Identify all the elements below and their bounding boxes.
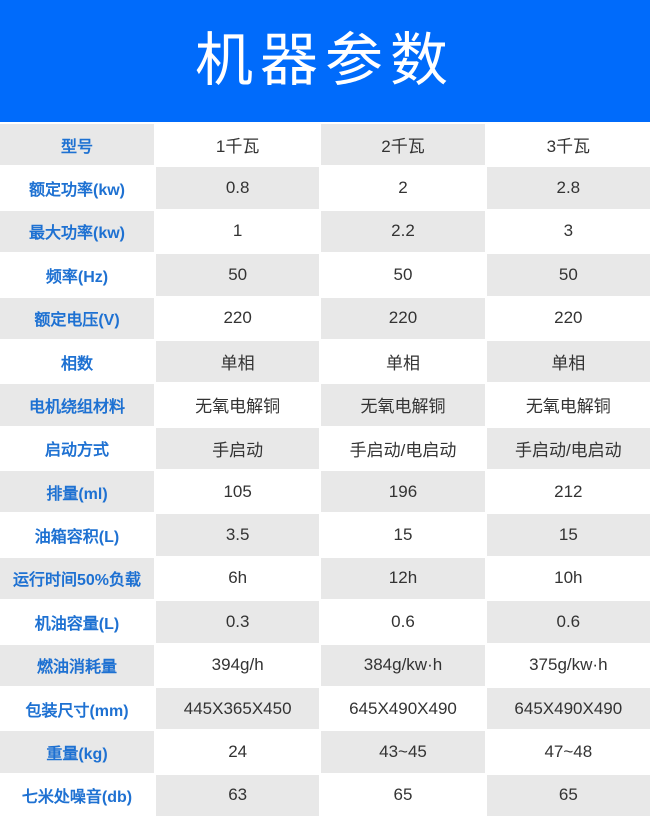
row-label-noise: 七米处噪音(db) xyxy=(0,774,154,816)
cell-value: 220 xyxy=(486,297,650,339)
cell-value: 12h xyxy=(321,557,485,600)
cell-value: 2.8 xyxy=(486,167,650,209)
cell-value: 单相 xyxy=(486,340,650,383)
cell-value: 3千瓦 xyxy=(486,124,650,166)
cell-value: 2千瓦 xyxy=(321,124,485,166)
cell-value: 394g/h xyxy=(156,644,320,686)
row-label-max-power: 最大功率(kw) xyxy=(0,210,154,253)
cell-value: 384g/kw·h xyxy=(321,644,485,686)
cell-value: 15 xyxy=(321,514,485,556)
cell-value: 1千瓦 xyxy=(156,124,320,166)
cell-value: 无氧电解铜 xyxy=(156,384,320,426)
cell-value: 196 xyxy=(321,471,485,513)
row-label-phase: 相数 xyxy=(0,340,154,383)
row-label-frequency: 频率(Hz) xyxy=(0,254,154,296)
cell-value: 无氧电解铜 xyxy=(486,384,650,426)
cell-value: 2.2 xyxy=(321,210,485,253)
row-label-package-size: 包装尺寸(mm) xyxy=(0,687,154,730)
cell-value: 24 xyxy=(156,731,320,773)
cell-value: 63 xyxy=(156,774,320,816)
cell-value: 6h xyxy=(156,557,320,600)
cell-value: 0.6 xyxy=(321,601,485,643)
row-label-oil-capacity: 机油容量(L) xyxy=(0,601,154,643)
cell-value: 0.8 xyxy=(156,167,320,209)
row-label-weight: 重量(kg) xyxy=(0,731,154,773)
page-header: 机器参数 xyxy=(0,0,650,122)
cell-value: 手启动/电启动 xyxy=(321,427,485,469)
row-label-winding-material: 电机绕组材料 xyxy=(0,384,154,426)
page-title: 机器参数 xyxy=(194,28,455,93)
row-label-displacement: 排量(ml) xyxy=(0,471,154,513)
cell-value: 220 xyxy=(321,297,485,339)
cell-value: 10h xyxy=(486,557,650,600)
row-label-start-mode: 启动方式 xyxy=(0,427,154,469)
cell-value: 43~45 xyxy=(321,731,485,773)
cell-value: 3 xyxy=(486,210,650,253)
cell-value: 2 xyxy=(321,167,485,209)
cell-value: 1 xyxy=(156,210,320,253)
spec-table: 型号 1千瓦 2千瓦 3千瓦 额定功率(kw) 0.8 2 2.8 最大功率(k… xyxy=(0,124,650,816)
row-label-fuel-tank: 油箱容积(L) xyxy=(0,514,154,556)
cell-value: 645X490X490 xyxy=(486,687,650,730)
row-label-fuel-consumption: 燃油消耗量 xyxy=(0,644,154,686)
cell-value: 单相 xyxy=(321,340,485,383)
cell-value: 212 xyxy=(486,471,650,513)
row-label-runtime: 运行时间50%负载 xyxy=(0,557,154,600)
cell-value: 645X490X490 xyxy=(321,687,485,730)
cell-value: 0.3 xyxy=(156,601,320,643)
cell-value: 375g/kw·h xyxy=(486,644,650,686)
cell-value: 手启动/电启动 xyxy=(486,427,650,469)
cell-value: 445X365X450 xyxy=(156,687,320,730)
cell-value: 50 xyxy=(156,254,320,296)
cell-value: 65 xyxy=(486,774,650,816)
cell-value: 50 xyxy=(486,254,650,296)
cell-value: 105 xyxy=(156,471,320,513)
cell-value: 15 xyxy=(486,514,650,556)
row-label-model: 型号 xyxy=(0,124,154,166)
cell-value: 3.5 xyxy=(156,514,320,556)
cell-value: 单相 xyxy=(156,340,320,383)
row-label-rated-power: 额定功率(kw) xyxy=(0,167,154,209)
cell-value: 65 xyxy=(321,774,485,816)
cell-value: 0.6 xyxy=(486,601,650,643)
cell-value: 220 xyxy=(156,297,320,339)
cell-value: 47~48 xyxy=(486,731,650,773)
row-label-rated-voltage: 额定电压(V) xyxy=(0,297,154,339)
cell-value: 50 xyxy=(321,254,485,296)
cell-value: 手启动 xyxy=(156,427,320,469)
cell-value: 无氧电解铜 xyxy=(321,384,485,426)
